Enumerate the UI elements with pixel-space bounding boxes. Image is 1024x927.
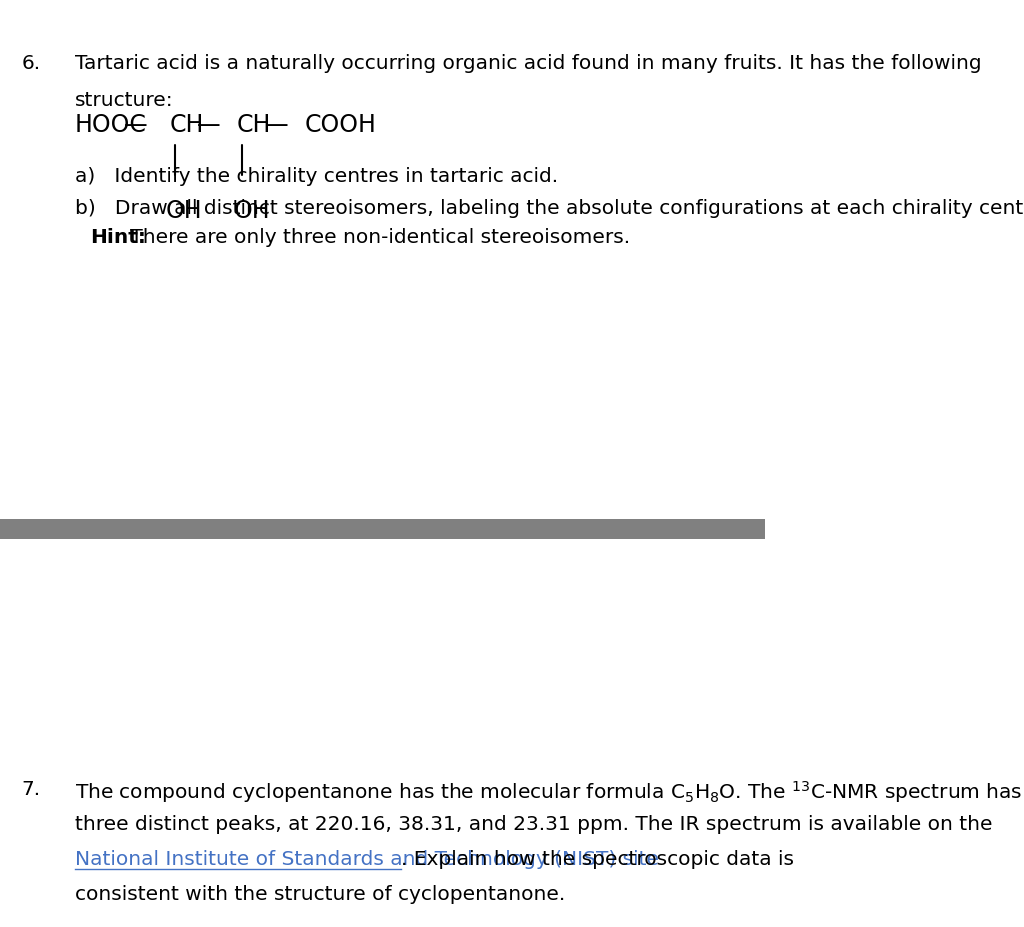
Text: OH: OH: [233, 198, 270, 222]
Text: b)   Draw all distinct stereoisomers, labeling the absolute configurations at ea: b) Draw all distinct stereoisomers, labe…: [75, 198, 1024, 217]
Text: 6.: 6.: [22, 54, 41, 72]
Text: structure:: structure:: [75, 91, 174, 109]
Text: . Explain how the spectroscopic data is: . Explain how the spectroscopic data is: [401, 849, 794, 868]
Text: —: —: [198, 113, 221, 137]
Text: three distinct peaks, at 220.16, 38.31, and 23.31 ppm. The IR spectrum is availa: three distinct peaks, at 220.16, 38.31, …: [75, 814, 992, 832]
Text: National Institute of Standards and Technology (NIST) site: National Institute of Standards and Tech…: [75, 849, 659, 868]
Text: HOOC: HOOC: [75, 113, 146, 137]
Text: The compound cyclopentanone has the molecular formula $\mathregular{C_5H_8}$O. T: The compound cyclopentanone has the mole…: [75, 779, 1022, 805]
FancyBboxPatch shape: [0, 519, 765, 540]
Text: Tartaric acid is a naturally occurring organic acid found in many fruits. It has: Tartaric acid is a naturally occurring o…: [75, 54, 982, 72]
Text: OH: OH: [166, 198, 203, 222]
Text: Hint:: Hint:: [90, 228, 146, 247]
Text: COOH: COOH: [304, 113, 376, 137]
Text: CH: CH: [170, 113, 204, 137]
Text: CH: CH: [238, 113, 271, 137]
Text: There are only three non-identical stereoisomers.: There are only three non-identical stere…: [124, 228, 630, 247]
Text: 7.: 7.: [22, 779, 41, 797]
Text: —: —: [264, 113, 288, 137]
Text: consistent with the structure of cyclopentanone.: consistent with the structure of cyclope…: [75, 884, 565, 903]
Text: a)   Identify the chirality centres in tartaric acid.: a) Identify the chirality centres in tar…: [75, 167, 558, 185]
Text: —: —: [124, 113, 147, 137]
